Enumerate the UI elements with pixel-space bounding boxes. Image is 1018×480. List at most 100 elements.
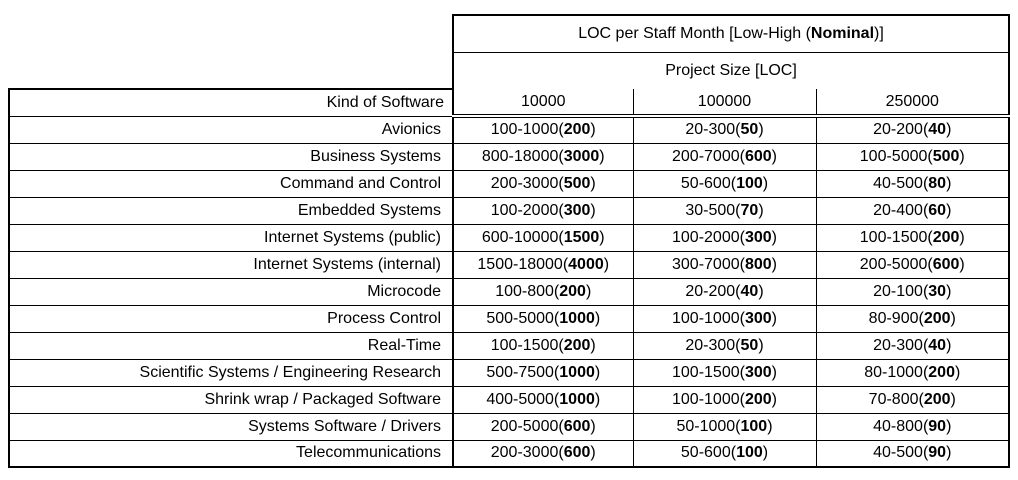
row-label: Real-Time (8, 331, 454, 360)
loc-range: 500-7500( (486, 363, 560, 381)
loc-nominal: 200 (923, 390, 951, 408)
loc-nominal: 1000 (559, 309, 595, 327)
column-header-10000: 10000 (452, 89, 634, 118)
loc-range-cell: 100-1000(300) (632, 304, 817, 333)
loc-range: 1500-18000( (477, 255, 569, 273)
table-row: Process Control 500-5000(1000) 100-1000(30… (8, 304, 1011, 333)
loc-range: 100-2000( (490, 201, 564, 219)
loc-range-cell: 200-5000(600) (815, 250, 1011, 279)
loc-range: 100-5000( (859, 147, 933, 165)
table-body: Avionics 100-1000(200) 20-300(50) 20-200(40… (8, 115, 1011, 468)
loc-range-close: ) (771, 147, 777, 165)
loc-range-cell: 20-300(50) (632, 115, 817, 144)
loc-range-close: ) (959, 255, 965, 273)
loc-range: 200-5000( (859, 255, 933, 273)
loc-range: 40-500( (873, 174, 929, 192)
loc-range: 50-600( (680, 174, 737, 192)
loc-nominal: 300 (744, 228, 772, 246)
loc-range: 100-800( (495, 282, 560, 300)
row-label: Avionics (8, 115, 454, 144)
loc-range: 100-1000( (672, 309, 745, 327)
loc-range-close: ) (771, 309, 777, 327)
loc-range-close: ) (771, 228, 777, 246)
loc-range-close: ) (599, 147, 605, 165)
loc-nominal: 300 (563, 201, 591, 219)
loc-range-close: ) (603, 255, 610, 273)
loc-range-close: ) (767, 417, 773, 435)
loc-range-cell: 600-10000(1500) (452, 223, 634, 252)
loc-range-close: ) (946, 336, 952, 354)
loc-nominal: 1000 (559, 390, 595, 408)
table-row: Avionics 100-1000(200) 20-300(50) 20-200(40… (8, 115, 1011, 144)
loc-nominal: 30 (928, 282, 947, 300)
loc-range: 100-1500( (490, 336, 564, 354)
loc-range-cell: 20-300(50) (632, 331, 817, 360)
title-prefix: LOC per Staff Month [Low-High ( (578, 24, 811, 42)
loc-range-cell: 100-5000(500) (815, 142, 1011, 171)
loc-range-close: ) (590, 336, 596, 354)
loc-range: 80-1000( (864, 363, 929, 381)
loc-nominal: 500 (932, 147, 960, 165)
loc-range-cell: 100-2000(300) (452, 196, 634, 225)
loc-nominal: 200 (563, 336, 591, 354)
loc-range-cell: 500-5000(1000) (452, 304, 634, 333)
loc-range-close: ) (594, 363, 601, 381)
loc-per-staff-month-table: LOC per Staff Month [Low-High (Nominal)]… (8, 14, 1011, 468)
loc-range-close: ) (590, 121, 596, 139)
loc-nominal: 200 (744, 390, 772, 408)
loc-nominal: 4000 (568, 255, 604, 273)
table-row: Telecommunications 200-3000(600) 50-600(10… (8, 439, 1011, 468)
table-row: Embedded Systems 100-2000(300) 30-500(70) 2… (8, 196, 1011, 225)
loc-range-cell: 50-1000(100) (632, 412, 817, 441)
loc-nominal: 90 (928, 444, 947, 462)
loc-range: 40-500( (873, 444, 929, 462)
loc-range-close: ) (758, 282, 764, 300)
loc-nominal: 50 (740, 121, 759, 139)
loc-range-cell: 100-1000(200) (632, 385, 817, 414)
loc-range: 200-7000( (672, 147, 745, 165)
loc-range-close: ) (946, 201, 952, 219)
loc-range-close: ) (771, 390, 777, 408)
table-title: LOC per Staff Month [Low-High (Nominal)] (451, 14, 1011, 53)
loc-range-cell: 40-800(90) (815, 412, 1011, 441)
loc-range: 20-300( (685, 121, 741, 139)
loc-range: 50-1000( (676, 417, 741, 435)
loc-range: 20-300( (685, 336, 741, 354)
loc-range: 100-1500( (859, 228, 933, 246)
loc-range: 400-5000( (486, 390, 560, 408)
loc-range-cell: 200-5000(600) (452, 412, 634, 441)
loc-range-cell: 20-200(40) (815, 115, 1011, 144)
loc-range-close: ) (590, 444, 596, 462)
table-row: Systems Software / Drivers 200-5000(600) 5… (8, 412, 1011, 441)
title-row: LOC per Staff Month [Low-High (Nominal)] (9, 14, 1011, 53)
loc-nominal: 600 (744, 147, 772, 165)
table-subtitle: Project Size [LOC] (451, 52, 1011, 89)
loc-nominal: 800 (744, 255, 772, 273)
loc-range-close: ) (954, 363, 961, 381)
loc-range: 30-500( (685, 201, 741, 219)
row-label: Internet Systems (public) (8, 223, 454, 252)
loc-range: 40-800( (873, 417, 929, 435)
loc-range-cell: 50-600(100) (632, 169, 817, 198)
loc-nominal: 100 (736, 444, 763, 462)
row-label: Scientific Systems / Engineering Researc… (8, 358, 454, 387)
loc-range-cell: 40-500(90) (815, 439, 1011, 468)
loc-nominal: 200 (932, 228, 960, 246)
loc-nominal: 200 (559, 282, 586, 300)
loc-range-cell: 100-800(200) (452, 277, 634, 306)
loc-range-cell: 200-3000(600) (452, 439, 634, 468)
row-label: Business Systems (8, 142, 454, 171)
loc-range-cell: 100-1500(200) (815, 223, 1011, 252)
loc-range-close: ) (590, 201, 596, 219)
loc-range: 600-10000( (481, 228, 564, 246)
loc-range-close: ) (950, 390, 956, 408)
loc-range-cell: 500-7500(1000) (452, 358, 634, 387)
loc-range: 200-3000( (490, 444, 564, 462)
row-label: Command and Control (8, 169, 454, 198)
loc-nominal: 600 (932, 255, 960, 273)
subtitle-row: Project Size [LOC] (9, 52, 1011, 89)
loc-range: 80-900( (868, 309, 924, 327)
table-row: Microcode 100-800(200) 20-200(40) 20-100(30… (8, 277, 1011, 306)
loc-nominal: 70 (740, 201, 759, 219)
loc-range-cell: 70-800(200) (815, 385, 1011, 414)
